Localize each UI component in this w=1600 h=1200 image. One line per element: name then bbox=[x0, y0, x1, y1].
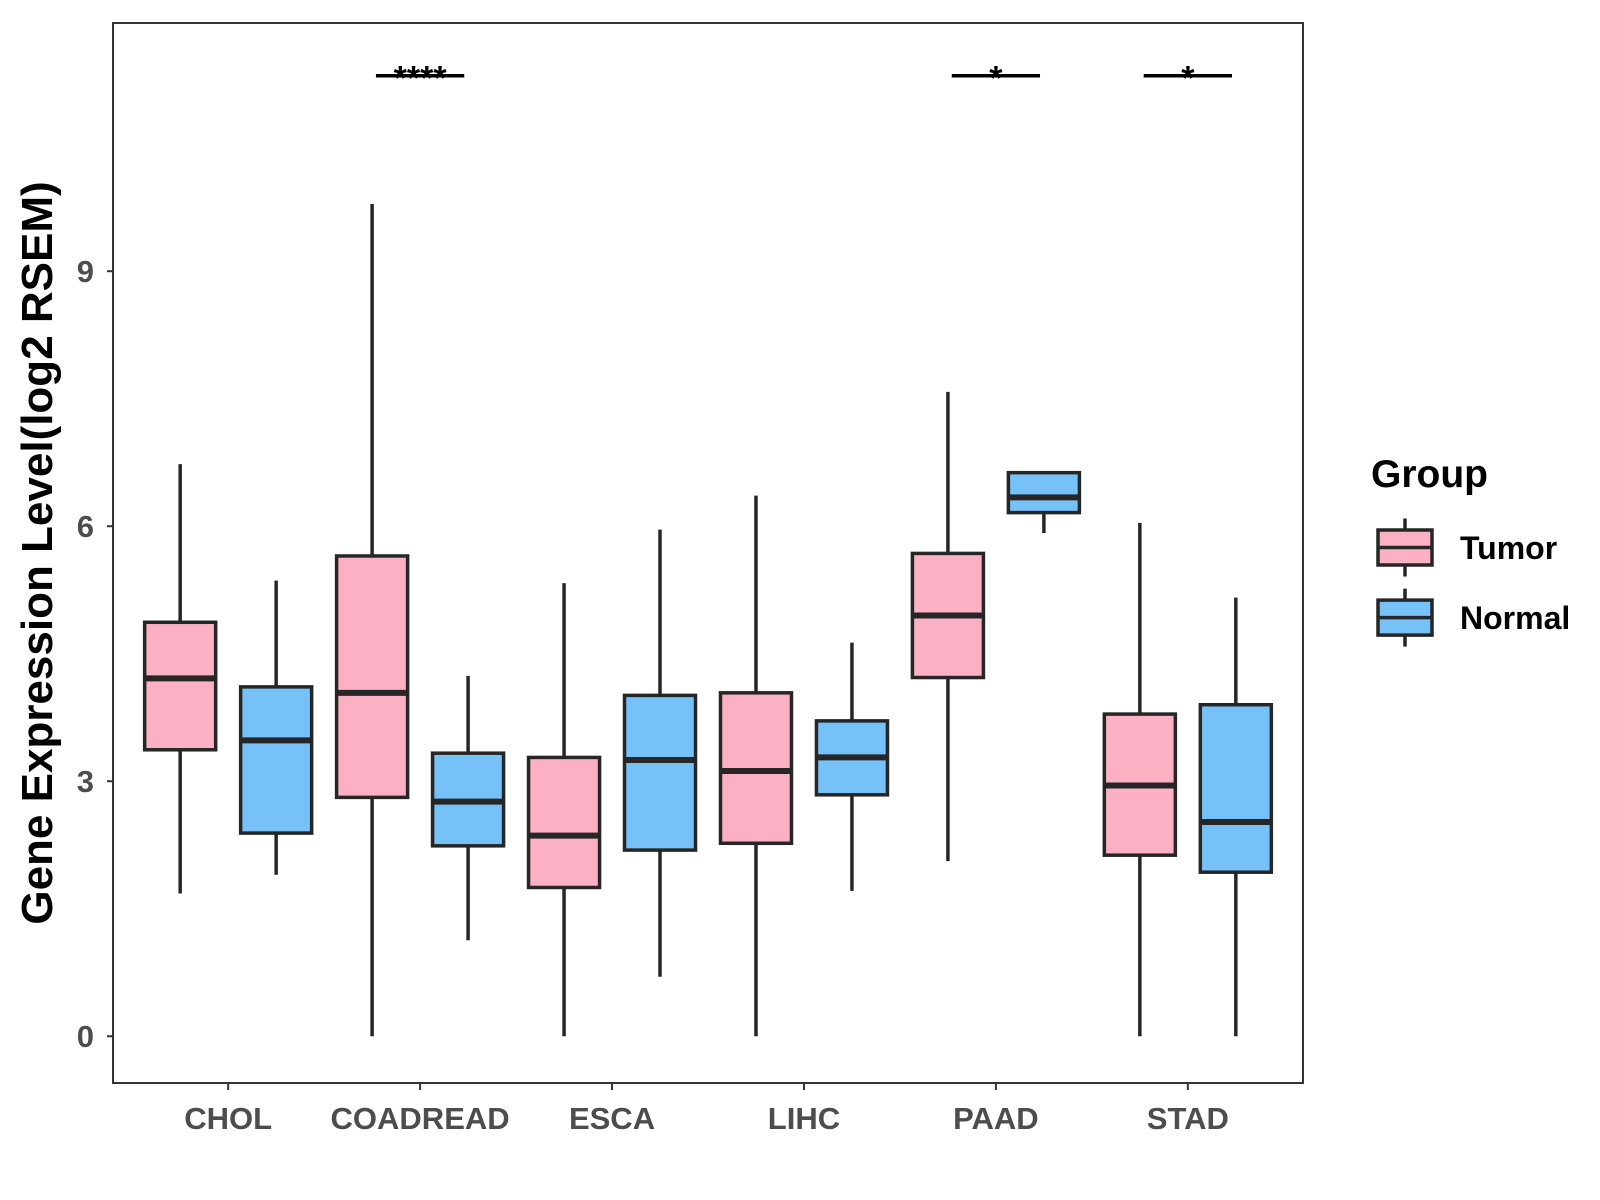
significance-annotations: **** * * bbox=[375, 60, 1232, 98]
plot-panel bbox=[112, 22, 1304, 1084]
boxplot-paad-normal bbox=[1006, 470, 1082, 534]
y-axis: 0 3 6 9 bbox=[77, 254, 113, 1054]
legend: Group Tumor Normal bbox=[1371, 453, 1570, 647]
significance-label-coadread: **** bbox=[394, 60, 448, 98]
boxplot-stad-normal bbox=[1198, 597, 1274, 1037]
box-stad-normal bbox=[1198, 702, 1274, 874]
significance-label-stad: * bbox=[1181, 60, 1195, 98]
boxplot-stad-tumor bbox=[1102, 522, 1178, 1037]
boxplot-esca-normal bbox=[622, 529, 698, 977]
y-tick-label: 9 bbox=[77, 254, 94, 289]
legend-label-normal: Normal bbox=[1460, 600, 1570, 636]
box-chol-tumor bbox=[142, 620, 218, 752]
x-tick-label-paad: PAAD bbox=[953, 1101, 1039, 1136]
boxplot-coadread-normal bbox=[430, 675, 506, 941]
legend-item-normal: Normal bbox=[1376, 588, 1570, 647]
boxplot-chol-tumor bbox=[142, 464, 218, 894]
y-tick-label: 0 bbox=[77, 1019, 94, 1054]
legend-label-tumor: Tumor bbox=[1460, 530, 1557, 566]
x-tick-label-chol: CHOL bbox=[184, 1101, 272, 1136]
box-chol-normal bbox=[238, 685, 314, 835]
x-tick-label-coadread: COADREAD bbox=[331, 1101, 510, 1136]
x-tick-label-esca: ESCA bbox=[569, 1101, 655, 1136]
x-axis: CHOL COADREAD ESCA LIHC PAAD STAD bbox=[184, 1083, 1229, 1136]
legend-title: Group bbox=[1371, 453, 1488, 496]
boxplot-coadread-tumor bbox=[334, 204, 410, 1037]
box-paad-normal bbox=[1006, 470, 1082, 515]
box-esca-normal bbox=[622, 693, 698, 852]
boxplot-lihc-normal bbox=[814, 642, 890, 891]
box-coadread-tumor bbox=[334, 554, 410, 800]
boxplot-series bbox=[142, 204, 1274, 1037]
boxplot-lihc-tumor bbox=[718, 495, 794, 1037]
y-tick-label: 6 bbox=[77, 509, 94, 544]
y-tick-label: 3 bbox=[77, 764, 94, 799]
box-esca-tumor bbox=[526, 755, 602, 890]
boxplot-chol-normal bbox=[238, 580, 314, 875]
boxplot-paad-tumor bbox=[910, 391, 986, 862]
y-axis-title: Gene Expression Level(log2 RSEM) bbox=[13, 181, 62, 924]
x-tick-label-lihc: LIHC bbox=[768, 1101, 840, 1136]
boxplot-esca-tumor bbox=[526, 583, 602, 1037]
x-tick-label-stad: STAD bbox=[1147, 1101, 1229, 1136]
significance-label-paad: * bbox=[989, 60, 1003, 98]
legend-item-tumor: Tumor bbox=[1376, 518, 1557, 577]
